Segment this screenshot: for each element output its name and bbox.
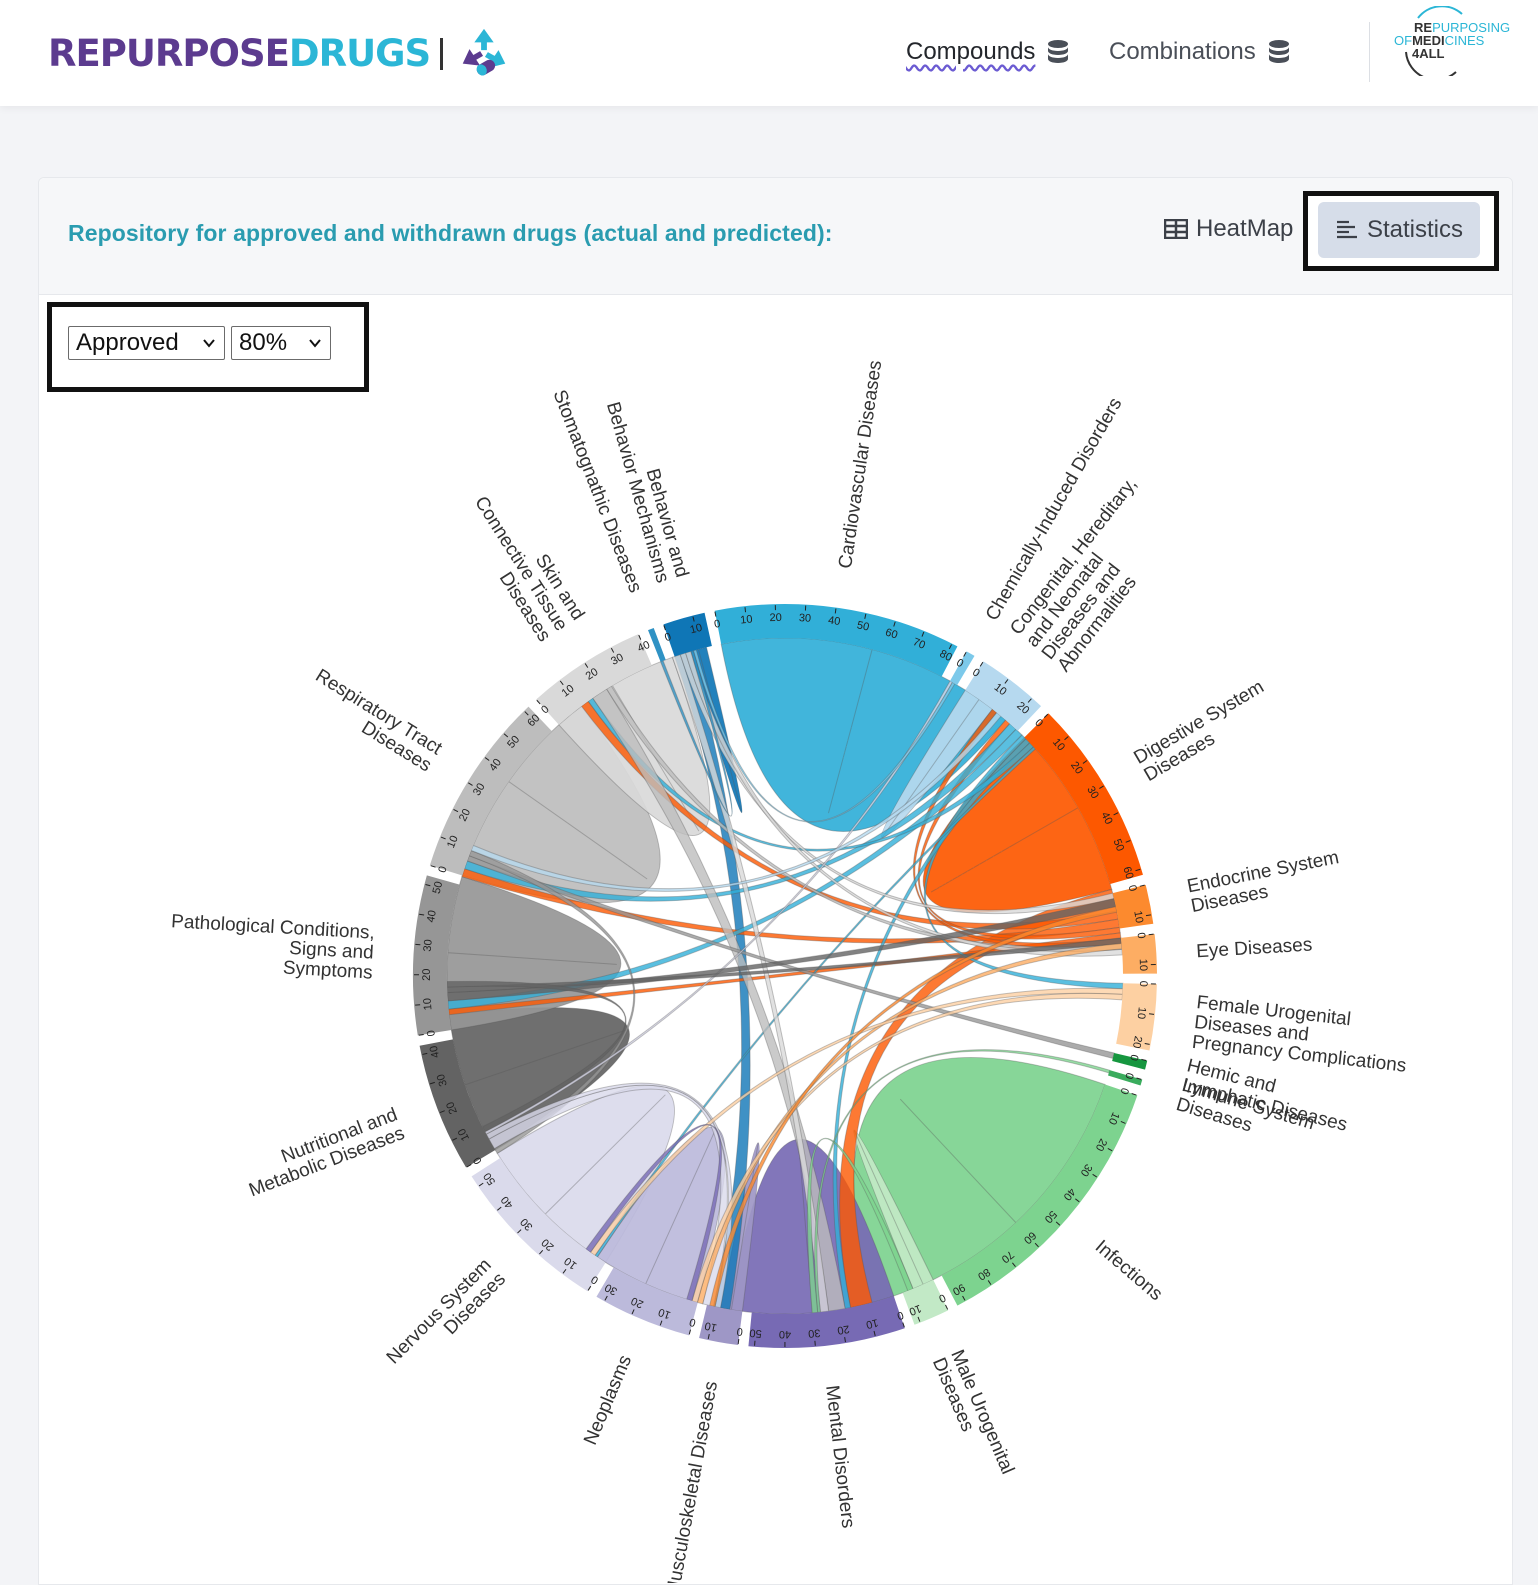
tick-label: 10 <box>704 1319 718 1333</box>
tick-mark <box>835 609 836 614</box>
tick-label: 20 <box>1130 1035 1144 1049</box>
tick-label: 0 <box>1137 981 1149 987</box>
tick-label: 10 <box>422 998 435 1011</box>
tick-mark <box>1149 934 1154 935</box>
group-label-nutritional-and-metabolic-diseases: Nutritional andMetabolic Diseases <box>239 1104 408 1201</box>
chord-arc-chemically-induced-disorders[interactable] <box>950 651 975 685</box>
tick-mark <box>745 607 746 612</box>
tick-label: 40 <box>425 909 439 923</box>
group-label-line: Symptoms <box>282 958 373 984</box>
group-label-neoplasms: Neoplasms <box>580 1352 636 1448</box>
group-label-line: Infections <box>1091 1236 1166 1305</box>
group-label-infections: Infections <box>1091 1236 1166 1305</box>
group-label-respiratory-tract-diseases: Respiratory TractDiseases <box>301 665 446 777</box>
group-label-line: Pathological Conditions, <box>171 911 376 944</box>
tick-label: 50 <box>749 1326 762 1339</box>
group-label-congenital-hereditary-and-neonatal-diseases-and-abnormalities: Congenital, Hereditary,and NeonatalDisea… <box>1006 474 1188 676</box>
tick-label: 20 <box>769 612 782 624</box>
group-label-pathological-conditions-signs-and-symptoms: Pathological Conditions,Signs andSymptom… <box>168 911 375 983</box>
group-label-line: Neoplasms <box>580 1352 636 1448</box>
group-label-digestive-system-diseases: Digestive SystemDiseases <box>1130 676 1277 786</box>
group-label-cardiovascular-diseases: Cardiovascular Diseases <box>835 359 886 570</box>
tick-label: 10 <box>1131 910 1145 924</box>
group-label-mental-disorders: Mental Disorders <box>821 1384 858 1529</box>
tick-label: 30 <box>799 612 812 625</box>
tick-mark <box>738 1339 739 1344</box>
group-label-line: Cardiovascular Diseases <box>835 359 886 570</box>
tick-label: 10 <box>1137 959 1149 972</box>
tick-mark <box>1149 1014 1154 1015</box>
group-label-line: Eye Diseases <box>1196 934 1313 962</box>
group-label-line: Mental Disorders <box>821 1384 858 1529</box>
tick-label: 40 <box>428 1044 442 1059</box>
tick-label: 40 <box>827 615 841 629</box>
tick-label: 20 <box>836 1322 850 1336</box>
group-label-line: Musculoskeletal Diseases <box>662 1380 722 1583</box>
chord-ribbons <box>447 638 1123 1314</box>
group-label-endocrine-system-diseases: Endocrine SystemDiseases <box>1185 847 1344 917</box>
tick-label: 10 <box>740 613 753 626</box>
tick-label: 10 <box>1135 1006 1148 1019</box>
tick-label: 30 <box>808 1326 821 1339</box>
group-label-male-urogenital-diseases: Male UrogenitalDiseases <box>928 1347 1018 1485</box>
group-label-skin-and-connective-tissue-diseases: Skin andConnective TissueDiseases <box>453 482 588 646</box>
tick-label: 20 <box>421 969 433 981</box>
group-label-nervous-system-diseases: Nervous SystemDiseases <box>383 1255 510 1383</box>
group-label-musculoskeletal-diseases: Musculoskeletal Diseases <box>662 1380 722 1583</box>
group-label-eye-diseases: Eye Diseases <box>1196 934 1313 962</box>
tick-label: 30 <box>422 939 435 952</box>
tick-label: 40 <box>779 1328 791 1340</box>
